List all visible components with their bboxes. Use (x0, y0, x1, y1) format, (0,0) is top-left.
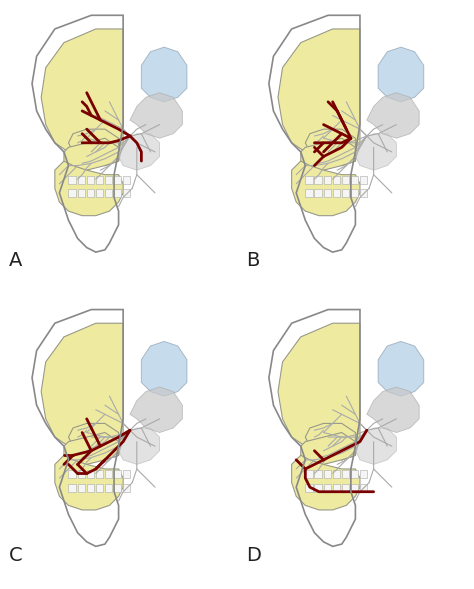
Bar (324, 484, 331, 492)
Bar (314, 176, 322, 184)
Bar (351, 190, 358, 197)
Bar (123, 484, 130, 492)
Polygon shape (378, 342, 424, 396)
Text: A: A (9, 252, 23, 270)
Polygon shape (305, 423, 356, 460)
Polygon shape (141, 342, 187, 396)
Bar (324, 470, 331, 478)
Polygon shape (292, 455, 360, 510)
Bar (333, 190, 340, 197)
Bar (333, 176, 340, 184)
Bar (123, 176, 130, 184)
Polygon shape (378, 47, 424, 102)
Text: D: D (246, 545, 261, 565)
Polygon shape (64, 432, 118, 464)
Bar (305, 176, 312, 184)
Polygon shape (305, 129, 356, 166)
Bar (333, 470, 340, 478)
Polygon shape (278, 29, 360, 166)
Bar (105, 470, 112, 478)
Bar (360, 190, 367, 197)
Bar (324, 190, 331, 197)
Bar (87, 176, 94, 184)
Polygon shape (118, 134, 160, 170)
Bar (351, 176, 358, 184)
Bar (78, 190, 85, 197)
Bar (314, 484, 322, 492)
Polygon shape (69, 129, 118, 166)
Bar (69, 176, 76, 184)
Bar (342, 176, 349, 184)
Bar (96, 176, 103, 184)
Bar (305, 484, 312, 492)
Bar (360, 484, 367, 492)
Polygon shape (141, 47, 187, 102)
Polygon shape (118, 428, 160, 464)
Polygon shape (301, 432, 356, 464)
Bar (360, 470, 367, 478)
Bar (305, 190, 312, 197)
Polygon shape (69, 423, 118, 460)
Bar (105, 190, 112, 197)
Text: B: B (246, 252, 259, 270)
Bar (114, 484, 121, 492)
Bar (105, 484, 112, 492)
Bar (96, 190, 103, 197)
Bar (123, 190, 130, 197)
Bar (114, 176, 121, 184)
Bar (69, 484, 76, 492)
Polygon shape (55, 455, 123, 510)
Bar (342, 470, 349, 478)
Polygon shape (130, 92, 182, 138)
Bar (351, 470, 358, 478)
Bar (342, 484, 349, 492)
Bar (351, 484, 358, 492)
Polygon shape (356, 134, 396, 170)
Bar (87, 470, 94, 478)
Bar (96, 484, 103, 492)
Polygon shape (356, 428, 396, 464)
Polygon shape (301, 138, 356, 170)
Bar (114, 470, 121, 478)
Polygon shape (130, 387, 182, 432)
Polygon shape (41, 323, 123, 460)
Bar (123, 470, 130, 478)
Bar (314, 190, 322, 197)
Bar (360, 176, 367, 184)
Bar (87, 484, 94, 492)
Bar (78, 484, 85, 492)
Bar (333, 484, 340, 492)
Bar (69, 190, 76, 197)
Bar (87, 190, 94, 197)
Polygon shape (41, 29, 123, 166)
Polygon shape (367, 92, 419, 138)
Bar (314, 470, 322, 478)
Polygon shape (367, 387, 419, 432)
Polygon shape (64, 138, 118, 170)
Polygon shape (55, 161, 123, 216)
Polygon shape (278, 323, 360, 460)
Text: C: C (9, 545, 23, 565)
Polygon shape (292, 161, 360, 216)
Bar (78, 470, 85, 478)
Bar (324, 176, 331, 184)
Bar (69, 470, 76, 478)
Bar (105, 176, 112, 184)
Bar (342, 190, 349, 197)
Bar (78, 176, 85, 184)
Bar (114, 190, 121, 197)
Bar (96, 470, 103, 478)
Bar (305, 470, 312, 478)
